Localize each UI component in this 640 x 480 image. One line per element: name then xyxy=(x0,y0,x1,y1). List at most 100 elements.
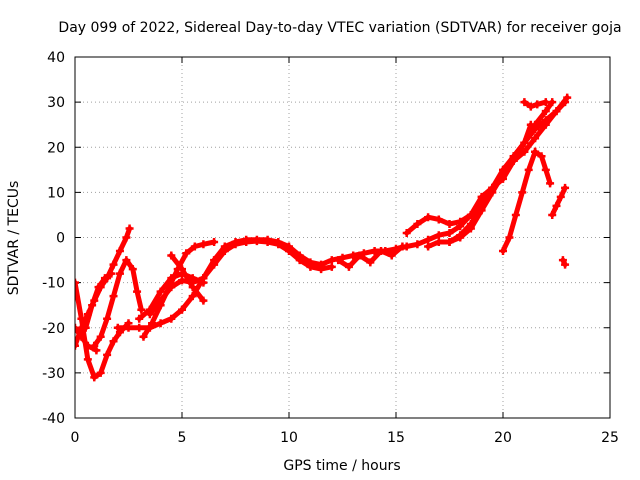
data-point xyxy=(167,274,176,283)
y-tick-label: 0 xyxy=(56,231,65,247)
data-series xyxy=(75,93,572,382)
data-point xyxy=(477,201,486,210)
data-point xyxy=(92,346,101,355)
data-point xyxy=(220,247,229,256)
data-point xyxy=(182,249,191,258)
data-point xyxy=(167,251,176,260)
data-point xyxy=(317,265,326,274)
data-point xyxy=(344,262,353,271)
data-point xyxy=(124,323,133,332)
data-point xyxy=(103,350,112,359)
data-point xyxy=(377,247,386,256)
chart-title: Day 099 of 2022, Sidereal Day-to-day VTE… xyxy=(58,20,621,36)
data-point xyxy=(167,283,176,292)
data-point xyxy=(398,242,407,251)
data-point xyxy=(563,93,572,102)
data-point xyxy=(107,269,116,278)
data-point xyxy=(445,228,454,237)
y-tick-label: -40 xyxy=(42,411,65,427)
data-point xyxy=(509,152,518,161)
series-track-10 xyxy=(167,251,208,305)
y-tick-label: -10 xyxy=(42,276,65,292)
data-point xyxy=(434,231,443,240)
data-point xyxy=(94,283,103,292)
data-point xyxy=(285,247,293,256)
data-point xyxy=(83,355,92,364)
data-point xyxy=(115,247,124,256)
data-point xyxy=(156,287,165,296)
x-tick-label: 15 xyxy=(387,430,405,446)
data-point xyxy=(199,278,208,287)
y-tick-label: 40 xyxy=(47,50,65,66)
data-point xyxy=(511,210,520,219)
data-point xyxy=(96,368,105,377)
series-track-5 xyxy=(81,269,116,332)
data-point xyxy=(533,100,542,109)
data-point xyxy=(537,152,546,161)
data-point xyxy=(122,233,131,242)
series-line xyxy=(549,185,568,218)
data-point xyxy=(122,256,131,265)
data-point xyxy=(188,283,197,292)
series-track-16 xyxy=(531,147,555,188)
data-point xyxy=(505,233,514,242)
data-point xyxy=(295,256,304,265)
data-point xyxy=(556,192,565,201)
data-point xyxy=(520,147,529,156)
data-point xyxy=(434,215,443,224)
data-point xyxy=(552,201,561,210)
y-tick-label: 20 xyxy=(47,140,65,156)
series-line xyxy=(168,253,206,304)
data-point xyxy=(242,238,251,247)
y-tick-label: 30 xyxy=(47,95,65,111)
x-tick-label: 0 xyxy=(71,430,80,446)
data-point xyxy=(128,265,137,274)
data-point xyxy=(531,120,540,129)
data-point xyxy=(548,210,557,219)
data-point xyxy=(188,292,197,301)
data-point xyxy=(75,341,79,350)
x-tick-label: 20 xyxy=(494,430,512,446)
data-point xyxy=(274,240,283,249)
data-point xyxy=(135,314,144,323)
x-tick-labels: 0 5 10 15 20 25 xyxy=(71,430,619,446)
data-point xyxy=(231,240,240,249)
data-point xyxy=(199,240,208,249)
data-point xyxy=(424,213,433,222)
series-track-14 xyxy=(445,98,557,247)
plot-frame xyxy=(74,56,611,419)
data-point xyxy=(531,134,540,143)
data-point xyxy=(252,237,261,246)
data-point xyxy=(387,251,396,260)
data-point xyxy=(541,120,550,129)
data-point xyxy=(552,107,561,116)
x-tick-label: 10 xyxy=(280,430,298,446)
data-point xyxy=(327,262,336,271)
series-track-3 xyxy=(75,323,101,355)
y-tick-label: -30 xyxy=(42,366,65,382)
series-track-17 xyxy=(520,98,550,111)
data-point xyxy=(434,238,443,247)
data-point xyxy=(125,224,134,233)
data-point xyxy=(115,269,124,278)
data-point xyxy=(109,292,118,301)
data-point xyxy=(133,287,142,296)
data-point xyxy=(210,238,219,247)
data-point xyxy=(148,319,157,328)
y-tick-label: 10 xyxy=(47,185,65,201)
data-point xyxy=(561,183,570,192)
data-point xyxy=(145,305,154,314)
data-point xyxy=(199,296,208,305)
data-point xyxy=(531,147,540,156)
series-track-19 xyxy=(558,256,570,269)
data-point xyxy=(456,217,465,226)
data-point xyxy=(445,219,454,228)
data-point xyxy=(466,219,475,228)
series-track-8 xyxy=(145,237,336,319)
data-point xyxy=(96,332,105,341)
series-track-11 xyxy=(334,242,407,271)
data-point xyxy=(518,188,527,197)
data-point xyxy=(413,219,422,228)
series-line xyxy=(532,149,553,186)
